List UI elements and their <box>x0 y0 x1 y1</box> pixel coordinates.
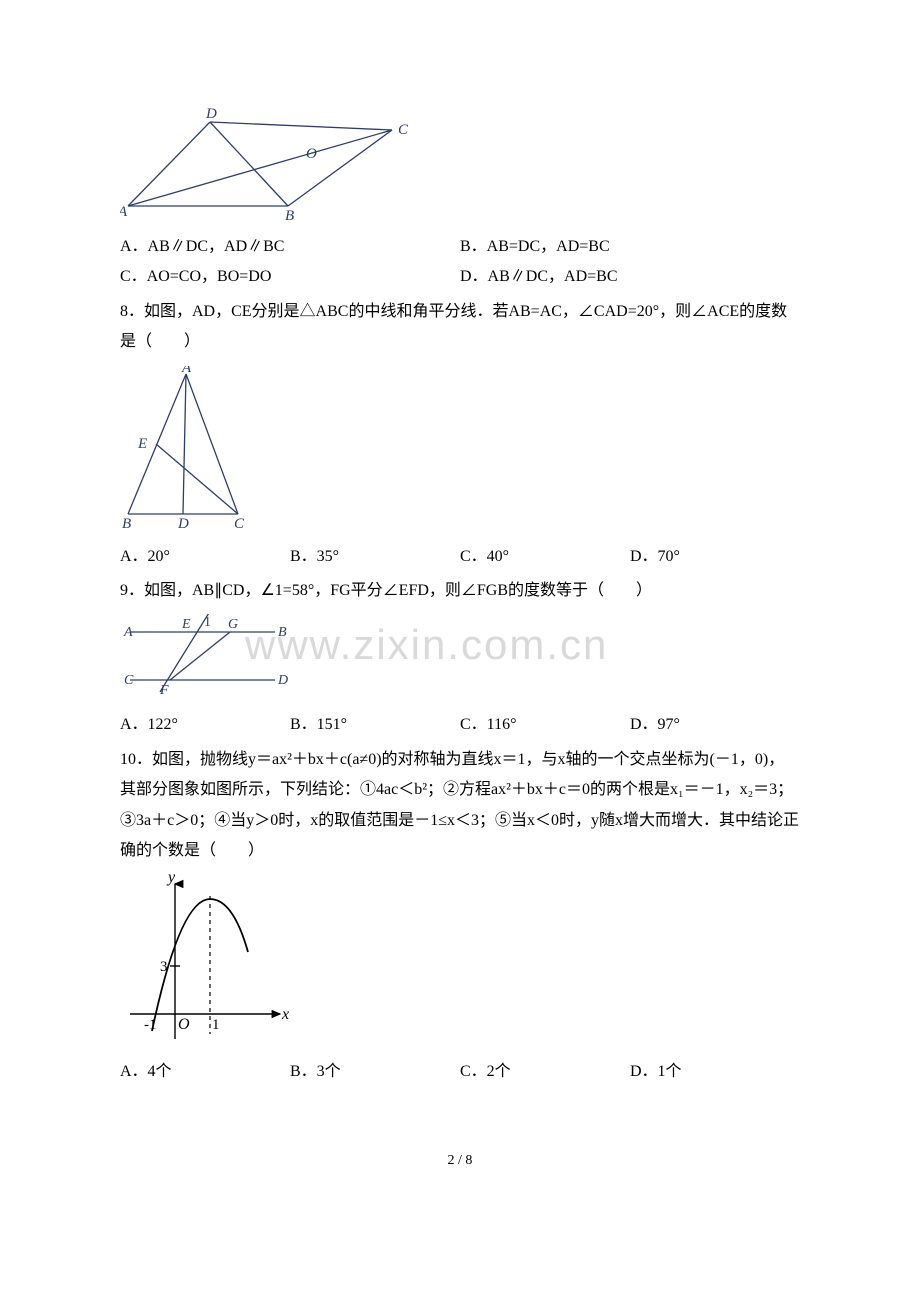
svg-text:1: 1 <box>204 615 211 630</box>
svg-text:1: 1 <box>212 1017 220 1033</box>
q7-svg: A B C D O <box>120 108 420 224</box>
svg-text:B: B <box>285 208 294 224</box>
q10-stem: 10．如图，抛物线y＝ax²＋bx＋c(a≠0)的对称轴为直线x＝1，与x轴的一… <box>120 745 800 867</box>
q9-stem: 9．如图，AB∥CD，∠1=58°，FG平分∠EFD，则∠FGB的度数等于（ ） <box>120 576 800 606</box>
svg-text:B: B <box>278 625 287 640</box>
svg-text:-1: -1 <box>144 1017 157 1033</box>
q9-option-b: B．151° <box>290 710 460 740</box>
svg-text:y: y <box>166 874 176 886</box>
q10-svg: y x O -1 1 3 <box>120 874 295 1049</box>
q9-option-a: A．122° <box>120 710 290 740</box>
q10-figure: y x O -1 1 3 <box>120 874 800 1049</box>
q10-option-c: C．2个 <box>460 1057 630 1087</box>
q10-options: A．4个 B．3个 C．2个 D．1个 <box>120 1057 800 1087</box>
svg-text:O: O <box>306 146 317 162</box>
svg-text:G: G <box>228 617 238 632</box>
q7-option-c: C．AO=CO，BO=DO <box>120 262 460 292</box>
page-content: A B C D O A．AB∥DC，AD∥BC B．AB=DC，AD=BC C．… <box>120 108 800 1174</box>
svg-text:E: E <box>181 617 191 632</box>
q10-option-a: A．4个 <box>120 1057 290 1087</box>
q8-option-b: B．35° <box>290 542 460 572</box>
q9-option-d: D．97° <box>630 710 800 740</box>
q7-figure: A B C D O <box>120 108 800 224</box>
svg-text:D: D <box>205 108 217 122</box>
svg-text:C: C <box>124 673 134 688</box>
q9-options: A．122° B．151° C．116° D．97° <box>120 710 800 740</box>
q10-option-d: D．1个 <box>630 1057 800 1087</box>
svg-text:A: A <box>123 625 133 640</box>
svg-text:B: B <box>122 516 131 532</box>
svg-text:C: C <box>234 516 245 532</box>
svg-text:F: F <box>159 683 169 698</box>
svg-text:D: D <box>177 516 189 532</box>
q9-figure: A B C D E F G 1 <box>120 614 800 702</box>
svg-text:3: 3 <box>160 959 168 975</box>
q9-svg: A B C D E F G 1 <box>120 614 295 702</box>
q7-options-row2: C．AO=CO，BO=DO D．AB∥DC，AD=BC <box>120 262 800 292</box>
q7-option-b: B．AB=DC，AD=BC <box>460 232 800 262</box>
q8-options: A．20° B．35° C．40° D．70° <box>120 542 800 572</box>
q8-option-c: C．40° <box>460 542 630 572</box>
svg-text:x: x <box>281 1006 289 1023</box>
q8-option-a: A．20° <box>120 542 290 572</box>
svg-text:E: E <box>137 436 147 452</box>
q9-option-c: C．116° <box>460 710 630 740</box>
q8-svg: A B C D E <box>120 366 260 534</box>
q8-figure: A B C D E <box>120 366 800 534</box>
svg-text:A: A <box>181 366 192 376</box>
q10-option-b: B．3个 <box>290 1057 460 1087</box>
svg-text:D: D <box>277 673 288 688</box>
q7-option-d: D．AB∥DC，AD=BC <box>460 262 800 292</box>
q7-options-row1: A．AB∥DC，AD∥BC B．AB=DC，AD=BC <box>120 232 800 262</box>
q8-stem: 8．如图，AD，CE分别是△ABC的中线和角平分线．若AB=AC，∠CAD=20… <box>120 297 800 358</box>
svg-text:A: A <box>120 204 128 220</box>
svg-text:C: C <box>398 122 409 138</box>
page-footer: 2 / 8 <box>120 1148 800 1175</box>
q7-option-a: A．AB∥DC，AD∥BC <box>120 232 460 262</box>
q8-option-d: D．70° <box>630 542 800 572</box>
svg-text:O: O <box>178 1016 190 1033</box>
